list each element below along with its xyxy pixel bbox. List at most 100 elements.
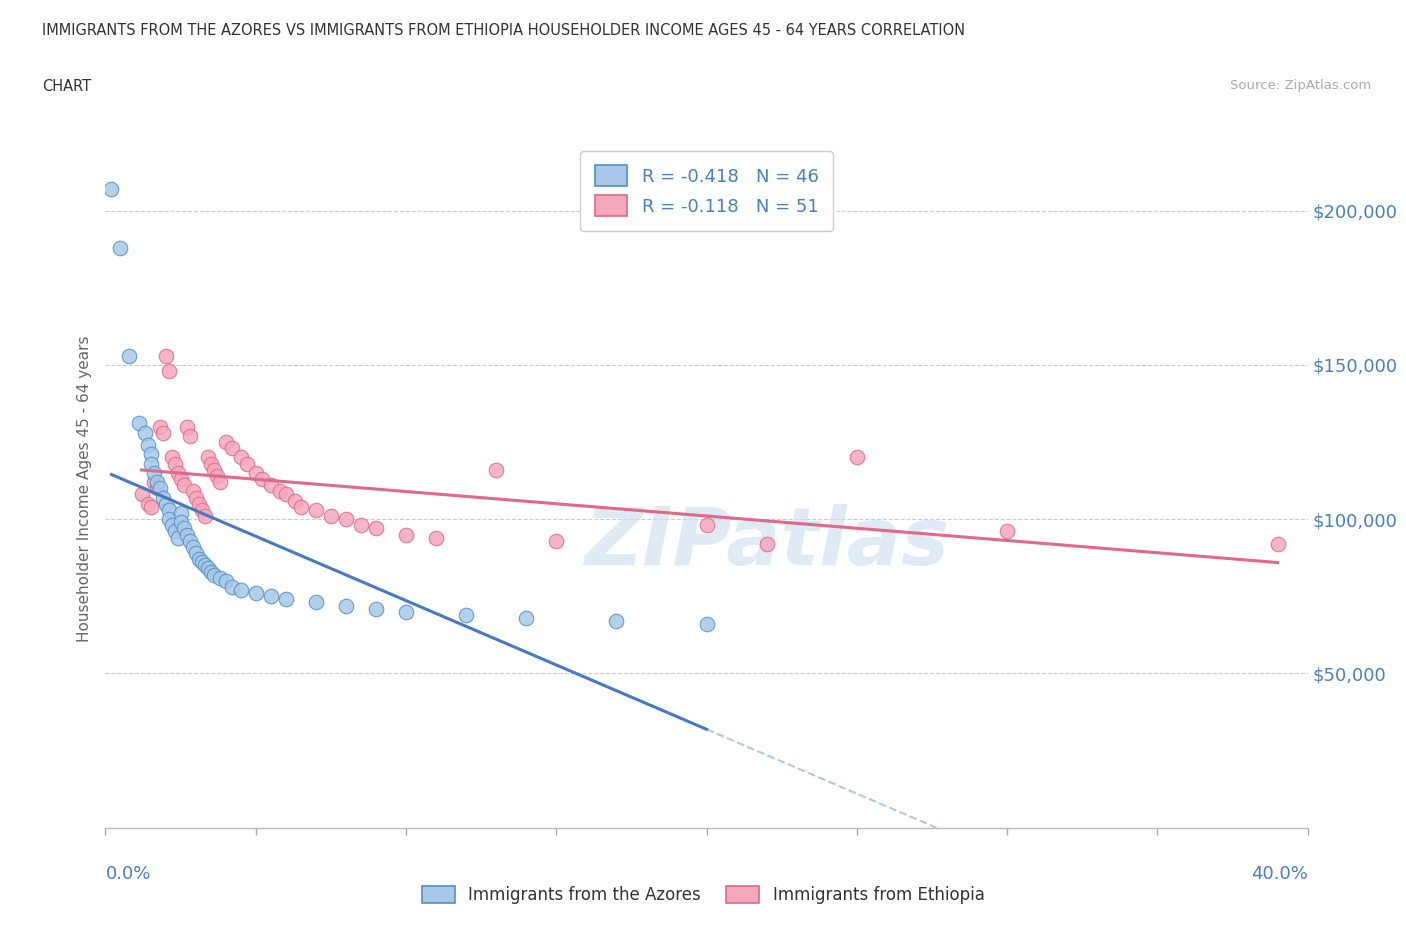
Point [148,481,170,496]
Point [163,456,186,471]
Point [305,502,328,517]
Point [319,509,342,524]
Point [139,456,162,471]
Point [160,450,183,465]
Point [235,456,257,471]
Point [194,558,217,573]
Point [202,567,225,582]
Point [148,419,170,434]
Point [456,607,478,622]
Legend: Immigrants from the Azores, Immigrants from Ethiopia: Immigrants from the Azores, Immigrants f… [415,879,991,910]
Point [173,521,195,536]
Point [515,610,537,625]
Point [155,497,177,512]
Point [197,561,219,576]
Point [200,565,222,579]
Point [269,484,291,498]
Text: CHART: CHART [42,79,91,94]
Point [260,478,283,493]
Point [169,472,191,486]
Point [202,462,225,477]
Point [166,530,188,545]
Point [205,469,228,484]
Point [190,555,212,570]
Point [364,521,387,536]
Point [425,530,447,545]
Point [696,518,718,533]
Point [179,533,201,548]
Point [229,450,252,465]
Point [169,515,191,530]
Point [142,474,165,489]
Point [190,502,212,517]
Point [157,364,180,379]
Point [696,617,718,631]
Point [605,614,627,629]
Point [284,493,307,508]
Point [187,497,209,512]
Point [290,499,312,514]
Point [136,497,159,512]
Point [173,478,195,493]
Point [145,474,167,489]
Text: IMMIGRANTS FROM THE AZORES VS IMMIGRANTS FROM ETHIOPIA HOUSEHOLDER INCOME AGES 4: IMMIGRANTS FROM THE AZORES VS IMMIGRANTS… [42,23,966,38]
Point [136,438,159,453]
Y-axis label: Householder Income Ages 45 - 64 years: Householder Income Ages 45 - 64 years [76,335,91,642]
Point [364,601,387,616]
Point [485,462,508,477]
Point [214,574,236,589]
Point [274,487,297,502]
Point [335,598,357,613]
Point [221,441,243,456]
Point [208,570,231,585]
Point [208,474,231,489]
Text: 0.0%: 0.0% [105,865,150,884]
Point [110,240,132,255]
Point [128,416,150,431]
Point [350,518,373,533]
Point [755,537,778,551]
Point [395,527,418,542]
Point [197,450,219,465]
Point [157,512,180,526]
Point [995,524,1018,538]
Point [274,591,297,606]
Point [166,465,188,480]
Point [181,484,204,498]
Point [187,551,209,566]
Point [145,481,167,496]
Point [160,518,183,533]
Point [157,502,180,517]
Point [214,434,236,449]
Point [335,512,357,526]
Point [845,450,868,465]
Point [155,348,177,363]
Point [152,425,174,440]
Point [179,429,201,444]
Point [250,472,273,486]
Point [139,499,162,514]
Point [184,546,207,561]
Point [163,524,186,538]
Text: Source: ZipAtlas.com: Source: ZipAtlas.com [1230,79,1371,92]
Point [134,425,156,440]
Point [142,465,165,480]
Legend: R = -0.418   N = 46, R = -0.118   N = 51: R = -0.418 N = 46, R = -0.118 N = 51 [581,151,832,231]
Point [131,487,153,502]
Point [152,490,174,505]
Point [176,419,198,434]
Text: 40.0%: 40.0% [1251,865,1308,884]
Point [546,533,568,548]
Point [245,586,267,601]
Point [1267,537,1289,551]
Point [194,509,217,524]
Point [260,589,283,604]
Point [100,181,122,196]
Point [139,447,162,462]
Text: ZIPatlas: ZIPatlas [583,503,949,581]
Point [229,582,252,598]
Point [176,527,198,542]
Point [200,456,222,471]
Point [395,604,418,619]
Point [184,490,207,505]
